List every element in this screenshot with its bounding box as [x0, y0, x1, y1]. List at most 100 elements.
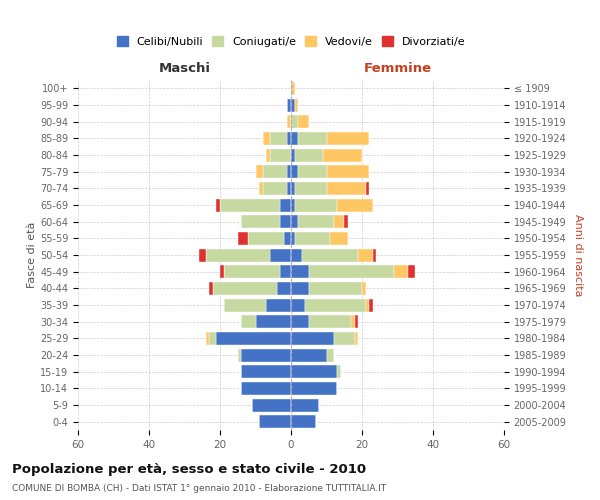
Bar	[280, 215, 291, 228]
Bar	[287, 115, 291, 128]
Bar	[295, 148, 323, 162]
Bar	[252, 398, 291, 411]
Bar	[280, 198, 291, 211]
Bar	[241, 348, 291, 362]
Bar	[291, 198, 295, 211]
Bar	[287, 165, 291, 178]
Bar	[220, 265, 224, 278]
Bar	[291, 315, 309, 328]
Bar	[287, 132, 291, 145]
Bar	[270, 148, 291, 162]
Bar	[220, 198, 280, 211]
Text: Popolazione per età, sesso e stato civile - 2010: Popolazione per età, sesso e stato civil…	[12, 462, 366, 475]
Bar	[295, 198, 337, 211]
Bar	[358, 248, 373, 262]
Bar	[330, 232, 348, 245]
Bar	[270, 132, 287, 145]
Bar	[224, 298, 266, 312]
Bar	[408, 265, 415, 278]
Bar	[291, 248, 302, 262]
Bar	[298, 132, 326, 145]
Bar	[295, 98, 298, 112]
Bar	[241, 315, 256, 328]
Bar	[298, 115, 309, 128]
Bar	[291, 165, 298, 178]
Bar	[266, 148, 270, 162]
Bar	[337, 198, 373, 211]
Bar	[256, 165, 263, 178]
Bar	[287, 98, 291, 112]
Bar	[263, 132, 270, 145]
Bar	[326, 165, 369, 178]
Bar	[277, 282, 291, 295]
Bar	[337, 365, 341, 378]
Bar	[295, 232, 330, 245]
Bar	[217, 332, 291, 345]
Bar	[362, 282, 365, 295]
Bar	[238, 232, 248, 245]
Bar	[291, 382, 337, 395]
Bar	[298, 165, 326, 178]
Bar	[291, 265, 309, 278]
Bar	[248, 232, 284, 245]
Bar	[259, 182, 263, 195]
Bar	[291, 132, 298, 145]
Bar	[365, 182, 369, 195]
Bar	[323, 148, 362, 162]
Bar	[291, 232, 295, 245]
Bar	[287, 182, 291, 195]
Bar	[266, 298, 291, 312]
Bar	[326, 132, 369, 145]
Bar	[259, 415, 291, 428]
Bar	[326, 182, 365, 195]
Bar	[344, 215, 348, 228]
Bar	[291, 348, 326, 362]
Text: Maschi: Maschi	[158, 62, 211, 75]
Bar	[241, 365, 291, 378]
Bar	[291, 115, 298, 128]
Bar	[263, 165, 287, 178]
Bar	[241, 215, 280, 228]
Bar	[217, 198, 220, 211]
Bar	[291, 298, 305, 312]
Bar	[334, 215, 344, 228]
Bar	[352, 315, 355, 328]
Bar	[280, 265, 291, 278]
Bar	[369, 298, 373, 312]
Bar	[241, 382, 291, 395]
Legend: Celibi/Nubili, Coniugati/e, Vedovi/e, Divorziati/e: Celibi/Nubili, Coniugati/e, Vedovi/e, Di…	[113, 33, 469, 50]
Bar	[355, 315, 358, 328]
Bar	[334, 332, 355, 345]
Bar	[291, 415, 316, 428]
Bar	[291, 282, 309, 295]
Bar	[302, 248, 358, 262]
Y-axis label: Anni di nascita: Anni di nascita	[573, 214, 583, 296]
Bar	[224, 265, 280, 278]
Bar	[309, 282, 362, 295]
Y-axis label: Fasce di età: Fasce di età	[27, 222, 37, 288]
Bar	[295, 182, 326, 195]
Bar	[291, 182, 295, 195]
Bar	[199, 248, 206, 262]
Bar	[326, 348, 334, 362]
Bar	[270, 248, 291, 262]
Bar	[291, 215, 298, 228]
Bar	[206, 332, 209, 345]
Text: COMUNE DI BOMBA (CH) - Dati ISTAT 1° gennaio 2010 - Elaborazione TUTTITALIA.IT: COMUNE DI BOMBA (CH) - Dati ISTAT 1° gen…	[12, 484, 386, 493]
Bar	[263, 182, 287, 195]
Bar	[291, 82, 295, 95]
Bar	[209, 332, 217, 345]
Bar	[373, 248, 376, 262]
Bar	[309, 315, 352, 328]
Bar	[209, 282, 213, 295]
Bar	[291, 365, 337, 378]
Bar	[298, 215, 334, 228]
Bar	[206, 248, 270, 262]
Bar	[284, 232, 291, 245]
Bar	[305, 298, 365, 312]
Bar	[355, 332, 358, 345]
Bar	[238, 348, 241, 362]
Bar	[256, 315, 291, 328]
Bar	[394, 265, 408, 278]
Text: Femmine: Femmine	[364, 62, 431, 75]
